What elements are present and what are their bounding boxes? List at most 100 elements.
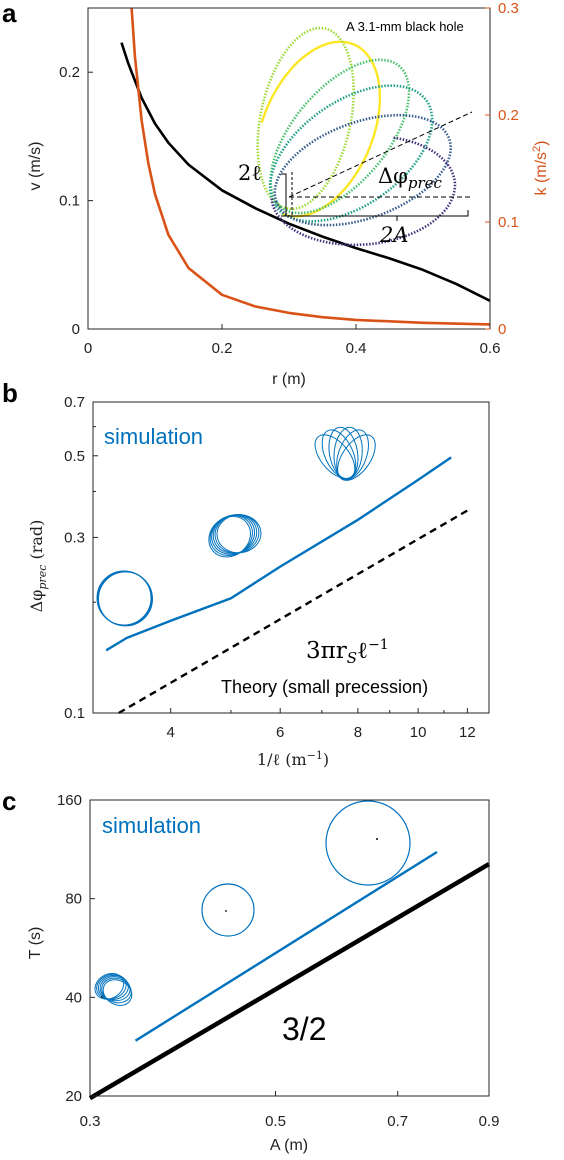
panel-a-ylabel-right: k (m/s2): [531, 141, 550, 196]
panel-a-frame: [87, 7, 491, 330]
slope-reference-line: [88, 862, 491, 1101]
orbit-loop: [256, 26, 356, 211]
inset-title: A 3.1-mm black hole: [346, 19, 464, 34]
panel-b-xlabel-close: ): [323, 750, 329, 769]
inset-orbit-small: [98, 571, 153, 627]
panel-b-xtick-label: 12: [459, 724, 476, 741]
theory-formula-sub: S: [347, 649, 357, 667]
panel-a-y2tick-label: 0: [498, 321, 506, 338]
panel-a-ytick-label: 0.2: [59, 64, 80, 81]
panel-label-c: c: [2, 786, 16, 816]
panel-a-ylabel-left: v (m/s): [27, 142, 44, 191]
annotation-2l: 2ℓ: [238, 161, 261, 185]
panel-a-orbits: [256, 26, 457, 247]
inset-orbit-medium: [201, 883, 255, 937]
panel-b-ticks: 4 6 8 10 12 0.1 0.3 0.5 0.7: [64, 394, 476, 741]
panel-c-xlabel: A (m): [270, 1137, 308, 1154]
panel-c-ticks: 0.3 0.5 0.7 0.9 20 40 80 160: [57, 792, 499, 1130]
annotation-dphi-main: Δφ: [378, 164, 408, 188]
panel-a-ytick-label: 0.1: [59, 193, 80, 210]
panel-a: a 2ℓ Δφprec 2A A 3.1-mm black hole 0 0.2 0…: [2, 0, 550, 388]
orbit-loop: [269, 58, 411, 215]
inset-orbit-large: [337, 434, 376, 481]
theory-formula-main: 3πr: [306, 638, 347, 664]
panel-b-ytick-label: 0.5: [64, 448, 85, 465]
panel-c-ytick-label: 40: [65, 989, 82, 1006]
panel-a-curves: [120, 7, 491, 326]
theory-line: [118, 509, 469, 715]
panel-c-xtick-label: 0.7: [387, 1113, 408, 1130]
orbit-loop: [270, 136, 457, 247]
width-bracket: [281, 173, 287, 217]
panel-b-curves: [105, 456, 469, 715]
panel-c: c simulation 3/2 0.3 0.5 0.7 0.9 20 40 80 160 A…: [2, 786, 499, 1154]
orbit-loop: [268, 84, 434, 223]
theory-formula-tail: ℓ: [357, 638, 368, 664]
panel-c-xtick-label: 0.5: [265, 1113, 286, 1130]
annotation-dphi: Δφprec: [378, 164, 443, 192]
panel-a-ylabel-right-exp: 2: [531, 146, 543, 152]
panel-b-ylabel-unit: (rad): [27, 520, 46, 565]
panel-c-slope-label: 3/2: [282, 1011, 326, 1047]
panel-c-simulation-label: simulation: [102, 813, 201, 838]
panel-b-theory-formula: 3πrSℓ−1: [306, 637, 389, 667]
amplitude-bracket: [285, 210, 469, 217]
panel-c-insets: [94, 800, 411, 1006]
panel-a-xtick-label: 0: [84, 340, 92, 357]
panel-a-annotations: 2ℓ Δφprec 2A A 3.1-mm black hole: [238, 19, 473, 247]
panel-b-ylabel: Δφprec (rad): [27, 520, 49, 613]
panel-b-theory-label: Theory (small precession): [221, 677, 428, 697]
inset-orbit-large: [325, 800, 411, 886]
panel-c-ylabel: T (s): [27, 927, 44, 960]
precession-guide-line: [288, 111, 473, 198]
panel-a-y2tick-label: 0.1: [498, 214, 519, 231]
panel-c-xtick-label: 0.9: [479, 1113, 500, 1130]
inset-center-dot: [225, 910, 227, 912]
panel-b-xlabel: 1/ℓ (m−1): [257, 749, 329, 769]
inset-center-dot: [101, 996, 103, 998]
panel-b-xtick-label: 4: [167, 724, 175, 741]
k-curve: [130, 7, 491, 326]
panel-a-y2tick-label: 0.3: [498, 0, 519, 17]
simulation-line: [134, 850, 438, 1042]
panel-b-xlabel-exp: −1: [307, 749, 323, 762]
panel-b-xtick-label: 8: [354, 724, 362, 741]
panel-b-xtick-label: 6: [276, 724, 284, 741]
panel-c-curves: [88, 850, 491, 1101]
theory-formula-exp: −1: [368, 637, 389, 653]
panel-b-ylabel-base: Δφ: [27, 590, 46, 613]
panel-c-ytick-label: 20: [65, 1088, 82, 1105]
panel-a-y2tick-label: 0.2: [498, 107, 519, 124]
inset-orbit-small: [101, 977, 132, 1004]
panel-b-simulation-label: simulation: [104, 424, 203, 449]
panel-b-ytick-label: 0.3: [64, 529, 85, 546]
inset-orbit-small: [99, 976, 131, 1002]
panel-b-ylabel-sub: prec: [36, 565, 49, 590]
panel-b-frame: [92, 401, 490, 714]
inset-orbit-large: [336, 429, 369, 481]
panel-b-insets: [96, 426, 376, 627]
panel-b-xlabel-base: 1/ℓ (m: [257, 750, 307, 769]
panel-a-ytick-label: 0: [72, 321, 80, 338]
panel-b-ytick-label: 0.1: [64, 705, 85, 722]
panel-c-frame: [89, 799, 490, 1097]
panel-a-xtick-label: 0.4: [346, 340, 367, 357]
simulation-line: [105, 456, 452, 652]
inset-orbit-medium: [216, 514, 262, 554]
panel-c-ytick-label: 160: [57, 792, 82, 809]
inset-orbit-small: [102, 979, 133, 1006]
panel-b-ytick-label: 0.7: [64, 394, 85, 411]
panel-a-ylabel-right-base: k (m/s: [533, 152, 550, 196]
annotation-dphi-sub: prec: [408, 174, 443, 192]
orbit-loop: [273, 113, 453, 227]
panel-c-xtick-label: 0.3: [80, 1113, 101, 1130]
inset-center-dot: [376, 838, 378, 840]
panel-b-xtick-label: 10: [410, 724, 427, 741]
panel-a-ticks: 0 0.2 0.4 0.6 0 0.1 0.2 0 0.1 0.2 0.3: [59, 0, 519, 357]
panel-c-ytick-label: 80: [65, 891, 82, 908]
panel-a-xtick-label: 0.2: [212, 340, 233, 357]
panel-label-a: a: [2, 0, 17, 28]
inset-orbit-large: [333, 426, 363, 480]
orbit-loop: [260, 40, 382, 218]
